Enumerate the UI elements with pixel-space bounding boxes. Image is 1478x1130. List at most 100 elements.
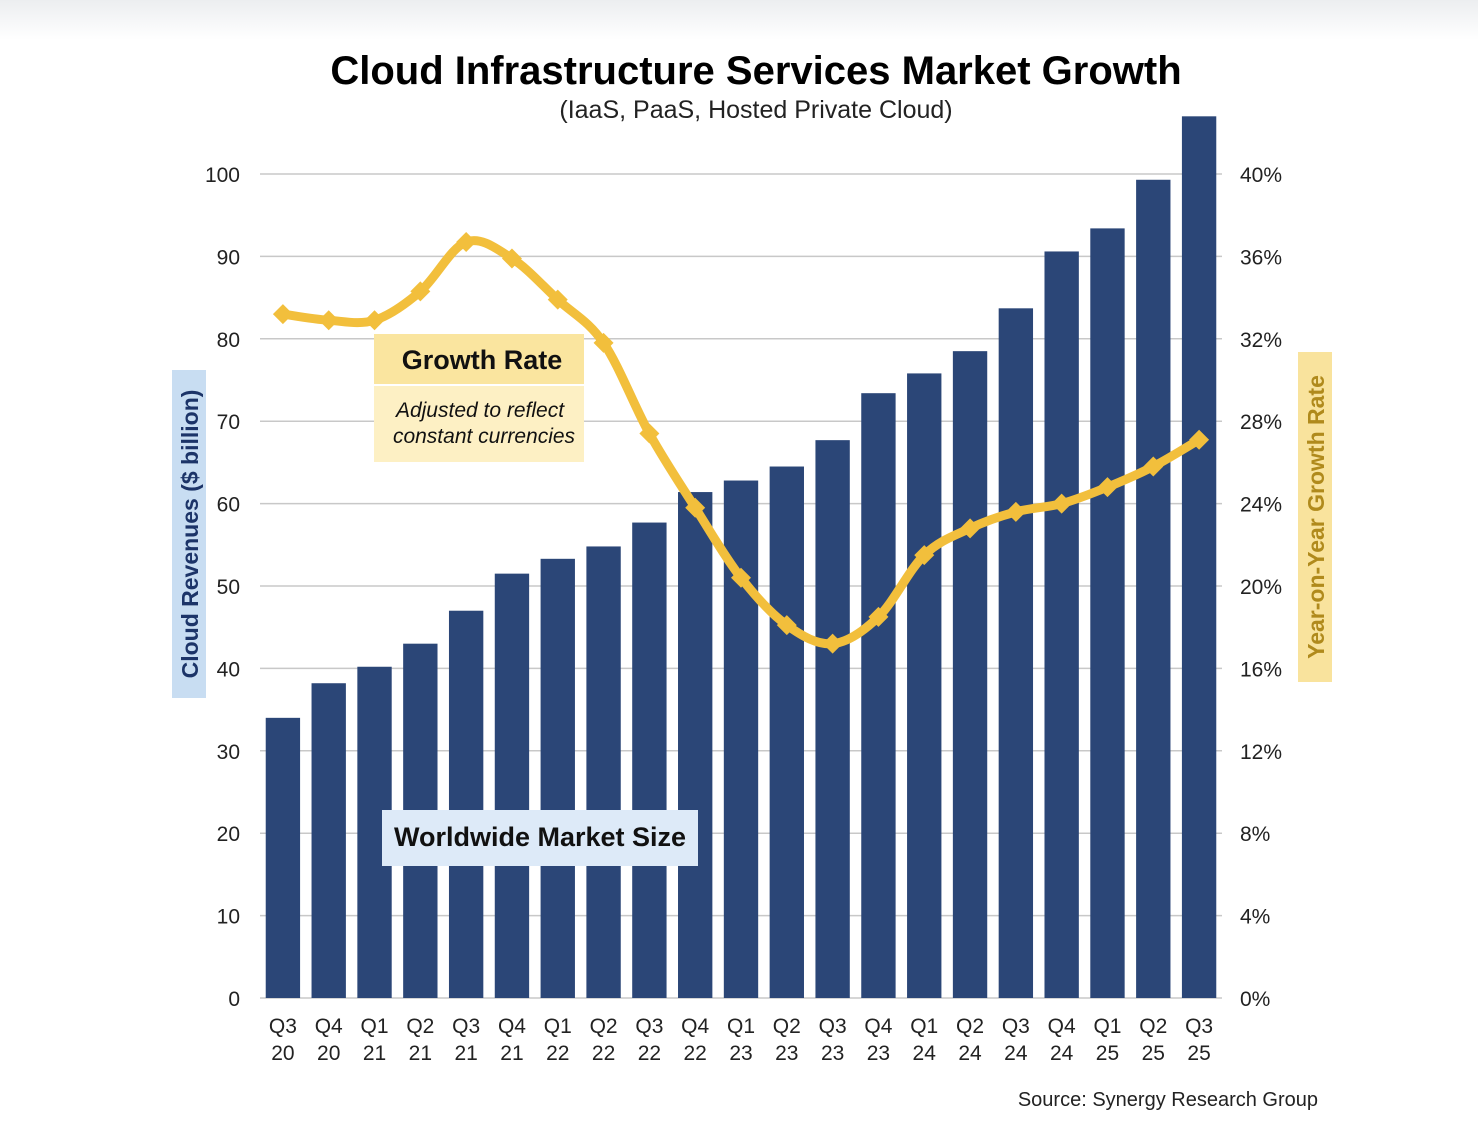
growth-rate-marker: [547, 289, 568, 310]
growth-rate-marker: [960, 518, 981, 539]
market-size-label-bg: [382, 810, 698, 866]
x-tick-year: 23: [775, 1042, 798, 1065]
left-tick-label: 10: [217, 906, 240, 929]
bar: [907, 373, 942, 999]
left-axis-title-bg: [172, 370, 206, 698]
x-tick-quarter: Q1: [727, 1015, 755, 1038]
x-tick-quarter: Q2: [773, 1015, 801, 1038]
left-axis-title: Cloud Revenues ($ billion): [177, 390, 203, 679]
bar: [815, 440, 850, 999]
growth-rate-marker: [914, 545, 935, 566]
x-tick-year: 20: [271, 1042, 294, 1065]
bar: [678, 492, 713, 998]
growth-rate-marker: [1097, 477, 1118, 498]
left-tick-label: 30: [217, 741, 240, 764]
growth-rate-marker: [364, 310, 385, 331]
growth-rate-note-bg: [374, 386, 584, 462]
right-tick-label: 36%: [1240, 246, 1282, 269]
growth-rate-marker: [410, 281, 431, 302]
left-tick-label: 100: [205, 164, 240, 187]
right-tick-label: 8%: [1240, 823, 1270, 846]
growth-rate-marker: [1143, 456, 1164, 477]
bar: [769, 466, 804, 998]
growth-rate-marker: [822, 633, 843, 654]
x-tick-quarter: Q4: [315, 1015, 343, 1038]
right-tick-label: 12%: [1240, 741, 1282, 764]
left-tick-label: 80: [217, 329, 240, 352]
x-tick-year: 21: [454, 1042, 477, 1065]
x-tick-quarter: Q4: [681, 1015, 709, 1038]
bar: [1181, 116, 1217, 998]
left-tick-label: 40: [217, 658, 240, 681]
bar: [632, 522, 667, 998]
x-tick-quarter: Q2: [406, 1015, 434, 1038]
bar: [448, 610, 484, 998]
x-tick-year: 22: [546, 1042, 569, 1065]
growth-rate-marker: [501, 248, 522, 269]
right-tick-label: 4%: [1240, 906, 1270, 929]
x-tick-quarter: Q3: [819, 1015, 847, 1038]
growth-rate-marker: [776, 615, 797, 636]
x-axis-labels: Q3 20 Q4 20 Q1 21 Q2 21 Q3 21 Q4 21 Q1 22 Q2 22 Q3 22 Q4 22…: [269, 1015, 1213, 1065]
bar: [586, 546, 621, 998]
x-tick-quarter: Q3: [452, 1015, 480, 1038]
x-tick-year: 23: [867, 1042, 890, 1065]
right-tick-label: 32%: [1240, 329, 1282, 352]
left-tick-label: 20: [217, 823, 240, 846]
growth-rate-marker: [593, 332, 614, 353]
bar: [952, 351, 988, 998]
growth-rate-note-line2: constant currencies: [393, 425, 576, 448]
x-tick-year: 21: [500, 1042, 523, 1065]
x-tick-year: 25: [1096, 1042, 1119, 1065]
right-tick-label: 20%: [1240, 576, 1282, 599]
left-tick-label: 60: [217, 494, 240, 517]
market-size-label: Worldwide Market Size: [394, 822, 686, 852]
chart-subtitle: (IaaS, PaaS, Hosted Private Cloud): [559, 96, 952, 124]
right-tick-label: 40%: [1240, 164, 1282, 187]
right-axis-title-bg: [1298, 352, 1332, 682]
growth-rate-marker: [639, 423, 660, 444]
left-tick-label: 70: [217, 411, 240, 434]
bar: [1044, 251, 1079, 998]
x-tick-quarter: Q3: [269, 1015, 297, 1038]
x-tick-quarter: Q3: [1002, 1015, 1030, 1038]
bar: [540, 558, 575, 998]
right-tick-label: 16%: [1240, 658, 1282, 681]
source-note: Source: Synergy Research Group: [1018, 1089, 1318, 1111]
growth-rate-marker: [1189, 429, 1210, 450]
x-tick-quarter: Q2: [590, 1015, 618, 1038]
growth-rate-marker: [685, 497, 706, 518]
x-tick-year: 24: [913, 1042, 937, 1065]
left-tick-label: 0: [228, 988, 240, 1011]
bar: [265, 717, 301, 998]
x-tick-year: 24: [1050, 1042, 1074, 1065]
bar: [311, 683, 346, 998]
left-axis-ticks: 0 10 20 30 40 50 60 70 80 90 100: [205, 164, 240, 1011]
growth-rate-line: [278, 236, 1204, 649]
x-tick-year: 22: [638, 1042, 661, 1065]
right-axis-ticks: 0% 4% 8% 12% 16% 20% 24% 28% 32% 36% 40%: [1240, 164, 1282, 1011]
bar: [861, 393, 896, 999]
growth-rate-marker: [272, 304, 293, 325]
growth-rate-marker: [318, 310, 339, 331]
x-tick-quarter: Q1: [910, 1015, 938, 1038]
x-tick-quarter: Q2: [956, 1015, 984, 1038]
x-tick-year: 24: [958, 1042, 982, 1065]
growth-rate-label: Growth Rate: [402, 345, 563, 375]
bar: [1136, 179, 1171, 998]
x-tick-year: 25: [1142, 1042, 1165, 1065]
x-tick-year: 21: [363, 1042, 386, 1065]
x-tick-year: 23: [821, 1042, 844, 1065]
growth-rate-label-bg: [374, 334, 584, 384]
right-axis-title: Year-on-Year Growth Rate: [1303, 375, 1329, 659]
x-tick-quarter: Q1: [361, 1015, 389, 1038]
bar-series: [265, 116, 1217, 999]
x-tick-quarter: Q4: [498, 1015, 526, 1038]
x-tick-year: 25: [1187, 1042, 1210, 1065]
x-tick-year: 22: [684, 1042, 707, 1065]
bar: [1090, 228, 1125, 998]
right-tick-label: 0%: [1240, 988, 1270, 1011]
top-blur-band: [0, 0, 1478, 40]
growth-rate-series: [272, 231, 1210, 654]
